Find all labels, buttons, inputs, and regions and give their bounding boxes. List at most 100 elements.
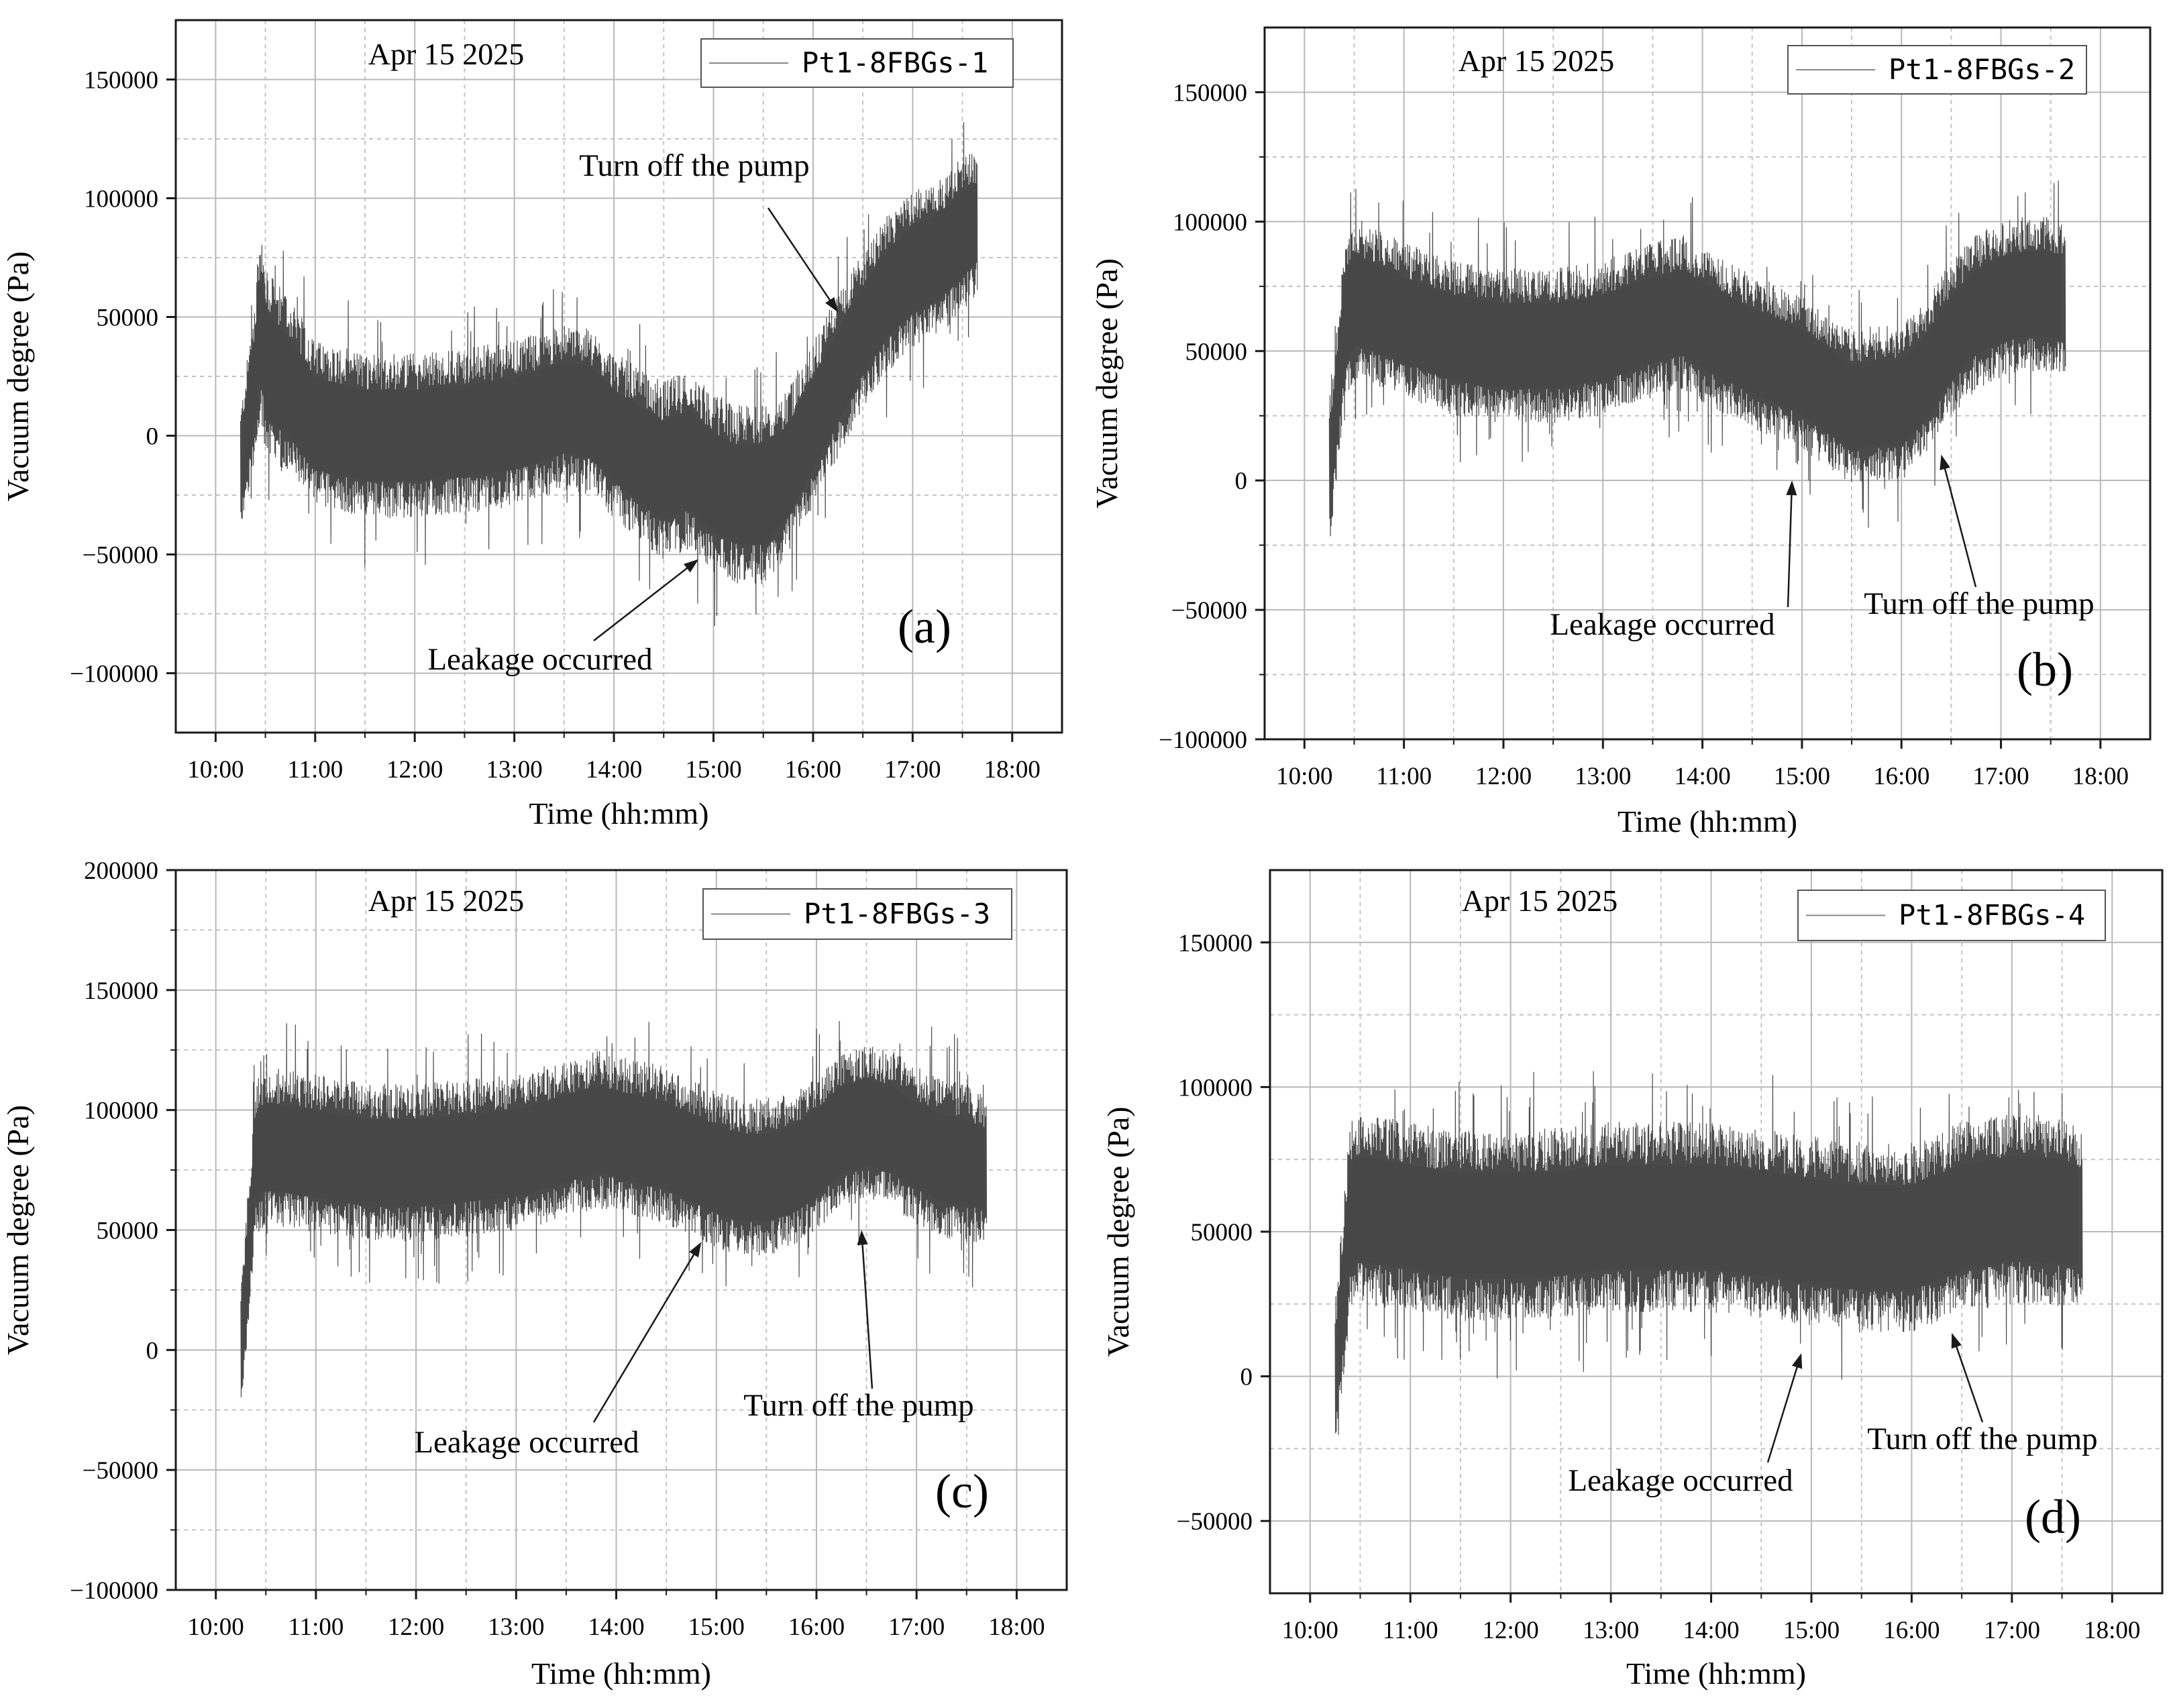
y-tick-label: −50000 [83, 542, 158, 570]
legend: Pt1-8FBGs-4 [1797, 890, 2106, 941]
annotation-arrow-head [689, 1242, 702, 1258]
y-tick-label: 200000 [84, 857, 158, 885]
series-core-band [244, 1079, 984, 1350]
y-tick-label: 0 [146, 423, 159, 451]
y-axis-title: Vacuum degree (Pa) [1090, 258, 1124, 509]
x-tick-label: 14:00 [1674, 763, 1730, 790]
y-tick-label: 100000 [1178, 1074, 1253, 1102]
y-tick-label: −100000 [70, 1577, 158, 1605]
y-tick-label: 150000 [1173, 79, 1247, 107]
y-tick-label: 100000 [84, 1098, 158, 1125]
chart-panel-2: 10:00 11:00 12:00 13:00 14:00 15:00 16:00 17:00… [1090, 26, 2152, 839]
axis-ticks: 10:00 11:00 12:00 13:00 14:00 15:00 16:00 17:00… [70, 67, 1041, 784]
annotation: Leakage occurred [1550, 480, 1797, 642]
annotation-text: Leakage occurred [414, 1425, 639, 1460]
annotation-arrow-head [1791, 1353, 1803, 1369]
annotation-text: Turn off the pump [579, 148, 809, 183]
annotation-arrow-head [857, 1230, 868, 1245]
y-tick-label: −100000 [70, 661, 158, 688]
x-tick-label: 12:00 [1475, 763, 1532, 790]
y-tick-label: 0 [146, 1337, 159, 1365]
annotation-arrow-line [1766, 1355, 1802, 1463]
legend-entry: Pt1-8FBGs-2 [1889, 53, 2075, 86]
x-tick-label: 15:00 [1783, 1617, 1840, 1644]
annotation-text: Turn off the pump [1867, 1422, 2097, 1456]
x-tick-label: 14:00 [588, 1613, 644, 1641]
y-tick-label: 150000 [84, 977, 158, 1005]
series-core-band [1332, 251, 2061, 490]
y-tick-label: −100000 [1159, 727, 1247, 754]
x-axis-title: Time (hh:mm) [529, 796, 709, 831]
annotation-arrow-head [683, 559, 699, 573]
chart-panel-1: 10:00 11:00 12:00 13:00 14:00 15:00 16:00 17:00… [1, 19, 1063, 831]
x-tick-label: 17:00 [1972, 763, 2029, 790]
legend: Pt1-8FBGs-1 [700, 38, 1014, 88]
series-line [240, 1020, 988, 1397]
legend-entry: Pt1-8FBGs-4 [1899, 899, 2085, 932]
legend: Pt1-8FBGs-2 [1787, 45, 2087, 95]
annotation-arrow-head [1951, 1332, 1962, 1349]
date-label: Apr 15 2025 [1462, 884, 1618, 918]
series-core-band [243, 183, 976, 545]
y-tick-label: 100000 [84, 186, 158, 213]
series-core-band [1338, 1156, 2079, 1390]
x-tick-label: 16:00 [785, 756, 841, 784]
legend-entry: Pt1-8FBGs-3 [804, 898, 990, 930]
plot-frame [174, 19, 1063, 734]
axis-ticks: 10:00 11:00 12:00 13:00 14:00 15:00 16:00 17:00… [1159, 79, 2129, 790]
x-tick-label: 15:00 [688, 1613, 745, 1641]
annotation-arrow-line [1952, 1335, 1984, 1423]
panel-label: (c) [935, 1464, 989, 1518]
annotation-arrow-head [825, 297, 839, 313]
date-label: Apr 15 2025 [1459, 44, 1615, 78]
date-label: Apr 15 2025 [368, 37, 525, 71]
annotation-arrow-line [767, 207, 837, 311]
x-tick-label: 12:00 [388, 1613, 444, 1641]
x-tick-label: 16:00 [788, 1613, 845, 1641]
plot-frame [1263, 26, 2152, 741]
x-axis-title: Time (hh:mm) [1618, 804, 1797, 839]
y-tick-label: 50000 [1185, 338, 1248, 366]
annotation-text: Turn off the pump [743, 1388, 973, 1423]
annotation: Leakage occurred [427, 559, 699, 677]
annotation-text: Turn off the pump [1864, 586, 2094, 621]
x-tick-label: 13:00 [1575, 763, 1631, 790]
y-tick-label: −50000 [83, 1457, 158, 1485]
x-tick-label: 18:00 [2084, 1617, 2140, 1644]
x-tick-label: 13:00 [1583, 1617, 1639, 1644]
annotation-text: Leakage occurred [1550, 607, 1775, 642]
x-tick-label: 18:00 [988, 1613, 1045, 1641]
x-tick-label: 11:00 [287, 756, 343, 784]
panel-label: (b) [2017, 643, 2073, 696]
annotation-arrow-head [1786, 480, 1797, 496]
x-tick-label: 14:00 [586, 756, 642, 784]
x-axis-title: Time (hh:mm) [1626, 1656, 1806, 1691]
annotation-arrow-line [1941, 457, 1977, 588]
y-axis-title: Vacuum degree (Pa) [1, 1105, 35, 1355]
x-axis-title: Time (hh:mm) [531, 1656, 711, 1691]
axis-ticks: 10:00 11:00 12:00 13:00 14:00 15:00 16:00 17:00… [1177, 930, 2141, 1644]
annotation-arrow-head [1940, 454, 1950, 470]
x-tick-label: 18:00 [2072, 763, 2129, 790]
annotation: Turn off the pump [1864, 454, 2095, 621]
x-tick-label: 11:00 [1383, 1617, 1438, 1644]
y-tick-label: 150000 [84, 67, 158, 95]
chart-panel-4: 10:00 11:00 12:00 13:00 14:00 15:00 16:00 17:00… [1101, 869, 2164, 1691]
y-tick-label: 100000 [1173, 209, 1247, 236]
x-tick-label: 17:00 [884, 756, 941, 784]
x-tick-label: 10:00 [1276, 763, 1332, 790]
minor-grid [176, 870, 1067, 1590]
y-tick-label: 0 [1235, 468, 1248, 495]
date-label: Apr 15 2025 [368, 884, 525, 918]
x-tick-label: 11:00 [1376, 763, 1432, 790]
annotation-arrow-line [592, 1244, 701, 1423]
annotation: Leakage occurred [1568, 1353, 1803, 1498]
x-tick-label: 15:00 [685, 756, 741, 784]
y-axis-title: Vacuum degree (Pa) [1, 252, 35, 502]
annotation-text: Leakage occurred [1568, 1463, 1793, 1498]
x-tick-label: 10:00 [1282, 1617, 1338, 1644]
x-tick-label: 17:00 [1984, 1617, 2040, 1644]
axis-ticks: 10:00 11:00 12:00 13:00 14:00 15:00 16:00 17:00… [70, 857, 1045, 1641]
x-tick-label: 15:00 [1774, 763, 1830, 790]
